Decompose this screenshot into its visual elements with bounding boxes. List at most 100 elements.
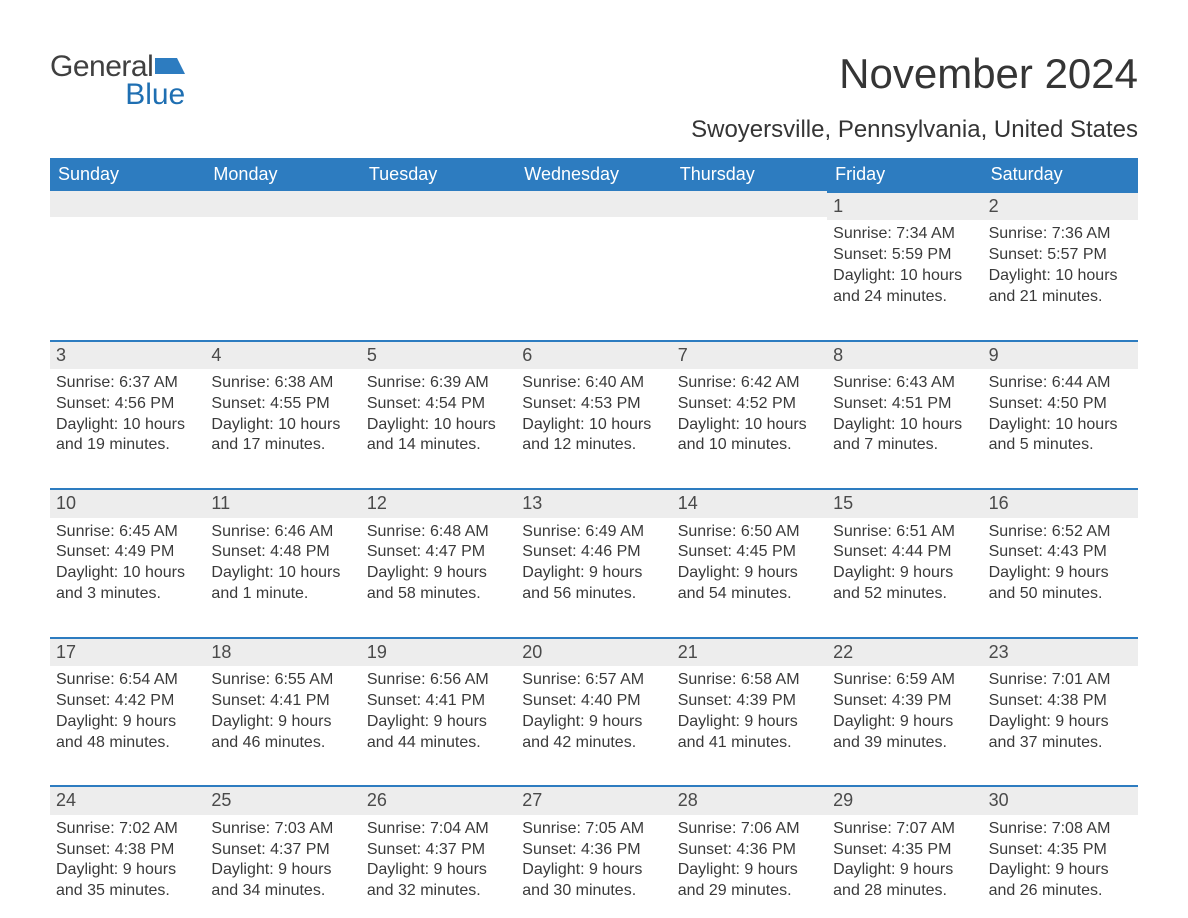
daylight-line: Daylight: 10 hours and 5 minutes. xyxy=(989,415,1132,457)
sunset-line: Sunset: 4:42 PM xyxy=(56,691,199,712)
sunset-line: Sunset: 4:50 PM xyxy=(989,394,1132,415)
sunset-line: Sunset: 4:40 PM xyxy=(522,691,665,712)
daylight-line: Daylight: 9 hours and 32 minutes. xyxy=(367,860,510,902)
day-number: 2 xyxy=(983,191,1138,220)
day-number: 1 xyxy=(827,191,982,220)
empty-day-bar xyxy=(516,191,671,217)
day-cell: 30Sunrise: 7:08 AMSunset: 4:35 PMDayligh… xyxy=(983,785,1138,906)
daylight-line: Daylight: 10 hours and 1 minute. xyxy=(211,563,354,605)
sunrise-line: Sunrise: 6:58 AM xyxy=(678,670,821,691)
sunset-line: Sunset: 4:53 PM xyxy=(522,394,665,415)
empty-cell xyxy=(361,191,516,312)
sunrise-line: Sunrise: 6:57 AM xyxy=(522,670,665,691)
sunrise-line: Sunrise: 6:42 AM xyxy=(678,373,821,394)
daylight-line: Daylight: 9 hours and 30 minutes. xyxy=(522,860,665,902)
day-number: 4 xyxy=(205,340,360,369)
day-number: 22 xyxy=(827,637,982,666)
empty-cell xyxy=(205,191,360,312)
empty-day-bar xyxy=(205,191,360,217)
day-cell: 4Sunrise: 6:38 AMSunset: 4:55 PMDaylight… xyxy=(205,340,360,461)
day-cell: 18Sunrise: 6:55 AMSunset: 4:41 PMDayligh… xyxy=(205,637,360,758)
sunrise-line: Sunrise: 6:49 AM xyxy=(522,522,665,543)
sunset-line: Sunset: 4:43 PM xyxy=(989,542,1132,563)
month-title: November 2024 xyxy=(839,50,1138,98)
sunset-line: Sunset: 4:45 PM xyxy=(678,542,821,563)
day-cell: 25Sunrise: 7:03 AMSunset: 4:37 PMDayligh… xyxy=(205,785,360,906)
sunset-line: Sunset: 4:48 PM xyxy=(211,542,354,563)
daylight-line: Daylight: 9 hours and 28 minutes. xyxy=(833,860,976,902)
daylight-line: Daylight: 10 hours and 19 minutes. xyxy=(56,415,199,457)
sunset-line: Sunset: 4:37 PM xyxy=(367,840,510,861)
weekday-header: Wednesday xyxy=(516,158,671,191)
day-cell: 7Sunrise: 6:42 AMSunset: 4:52 PMDaylight… xyxy=(672,340,827,461)
sunrise-line: Sunrise: 6:52 AM xyxy=(989,522,1132,543)
day-cell: 13 Sunrise: 6:49 AMSunset: 4:46 PMDayligh… xyxy=(516,488,671,609)
day-cell: 22Sunrise: 6:59 AMSunset: 4:39 PMDayligh… xyxy=(827,637,982,758)
day-cell: 6 Sunrise: 6:40 AMSunset: 4:53 PMDaylight… xyxy=(516,340,671,461)
day-number: 13 xyxy=(516,488,671,517)
day-number: 20 xyxy=(516,637,671,666)
day-cell: 1Sunrise: 7:34 AMSunset: 5:59 PMDaylight… xyxy=(827,191,982,312)
sunset-line: Sunset: 4:46 PM xyxy=(522,542,665,563)
location-text: Swoyersville, Pennsylvania, United State… xyxy=(50,116,1138,144)
day-number: 9 xyxy=(983,340,1138,369)
day-cell: 24Sunrise: 7:02 AMSunset: 4:38 PMDayligh… xyxy=(50,785,205,906)
day-cell: 15Sunrise: 6:51 AMSunset: 4:44 PMDayligh… xyxy=(827,488,982,609)
sunrise-line: Sunrise: 7:04 AM xyxy=(367,819,510,840)
sunset-line: Sunset: 4:52 PM xyxy=(678,394,821,415)
sunrise-line: Sunrise: 6:56 AM xyxy=(367,670,510,691)
daylight-line: Daylight: 9 hours and 52 minutes. xyxy=(833,563,976,605)
sunrise-line: Sunrise: 6:46 AM xyxy=(211,522,354,543)
daylight-line: Daylight: 10 hours and 10 minutes. xyxy=(678,415,821,457)
day-number: 29 xyxy=(827,785,982,814)
day-number: 5 xyxy=(361,340,516,369)
day-number: 8 xyxy=(827,340,982,369)
sunset-line: Sunset: 4:47 PM xyxy=(367,542,510,563)
sunrise-line: Sunrise: 6:38 AM xyxy=(211,373,354,394)
daylight-line: Daylight: 10 hours and 17 minutes. xyxy=(211,415,354,457)
daylight-line: Daylight: 9 hours and 48 minutes. xyxy=(56,712,199,754)
day-number: 14 xyxy=(672,488,827,517)
day-number: 26 xyxy=(361,785,516,814)
sunrise-line: Sunrise: 7:06 AM xyxy=(678,819,821,840)
daylight-line: Daylight: 9 hours and 50 minutes. xyxy=(989,563,1132,605)
sunrise-line: Sunrise: 6:45 AM xyxy=(56,522,199,543)
day-cell: 5Sunrise: 6:39 AMSunset: 4:54 PMDaylight… xyxy=(361,340,516,461)
daylight-line: Daylight: 10 hours and 12 minutes. xyxy=(522,415,665,457)
sunrise-line: Sunrise: 7:02 AM xyxy=(56,819,199,840)
day-number: 6 xyxy=(516,340,671,369)
day-cell: 9 Sunrise: 6:44 AMSunset: 4:50 PMDaylight… xyxy=(983,340,1138,461)
day-number: 30 xyxy=(983,785,1138,814)
logo: General Blue xyxy=(50,50,185,112)
header-row: General Blue November 2024 xyxy=(50,50,1138,112)
day-cell: 28Sunrise: 7:06 AMSunset: 4:36 PMDayligh… xyxy=(672,785,827,906)
sunset-line: Sunset: 4:35 PM xyxy=(989,840,1132,861)
daylight-line: Daylight: 9 hours and 46 minutes. xyxy=(211,712,354,754)
sunrise-line: Sunrise: 7:08 AM xyxy=(989,819,1132,840)
day-cell: 14Sunrise: 6:50 AMSunset: 4:45 PMDayligh… xyxy=(672,488,827,609)
day-number: 25 xyxy=(205,785,360,814)
weekday-header: Monday xyxy=(205,158,360,191)
sunrise-line: Sunrise: 6:54 AM xyxy=(56,670,199,691)
day-number: 11 xyxy=(205,488,360,517)
day-cell: 8Sunrise: 6:43 AMSunset: 4:51 PMDaylight… xyxy=(827,340,982,461)
daylight-line: Daylight: 9 hours and 34 minutes. xyxy=(211,860,354,902)
sunrise-line: Sunrise: 7:01 AM xyxy=(989,670,1132,691)
daylight-line: Daylight: 10 hours and 3 minutes. xyxy=(56,563,199,605)
sunrise-line: Sunrise: 6:40 AM xyxy=(522,373,665,394)
weekday-header: Thursday xyxy=(672,158,827,191)
daylight-line: Daylight: 9 hours and 44 minutes. xyxy=(367,712,510,754)
empty-cell xyxy=(672,191,827,312)
day-cell: 2Sunrise: 7:36 AMSunset: 5:57 PMDaylight… xyxy=(983,191,1138,312)
daylight-line: Daylight: 10 hours and 14 minutes. xyxy=(367,415,510,457)
day-number: 24 xyxy=(50,785,205,814)
sunset-line: Sunset: 4:41 PM xyxy=(211,691,354,712)
day-number: 27 xyxy=(516,785,671,814)
sunset-line: Sunset: 4:56 PM xyxy=(56,394,199,415)
daylight-line: Daylight: 9 hours and 56 minutes. xyxy=(522,563,665,605)
day-number: 21 xyxy=(672,637,827,666)
sunrise-line: Sunrise: 6:48 AM xyxy=(367,522,510,543)
day-number: 17 xyxy=(50,637,205,666)
sunrise-line: Sunrise: 6:44 AM xyxy=(989,373,1132,394)
sunrise-line: Sunrise: 6:51 AM xyxy=(833,522,976,543)
